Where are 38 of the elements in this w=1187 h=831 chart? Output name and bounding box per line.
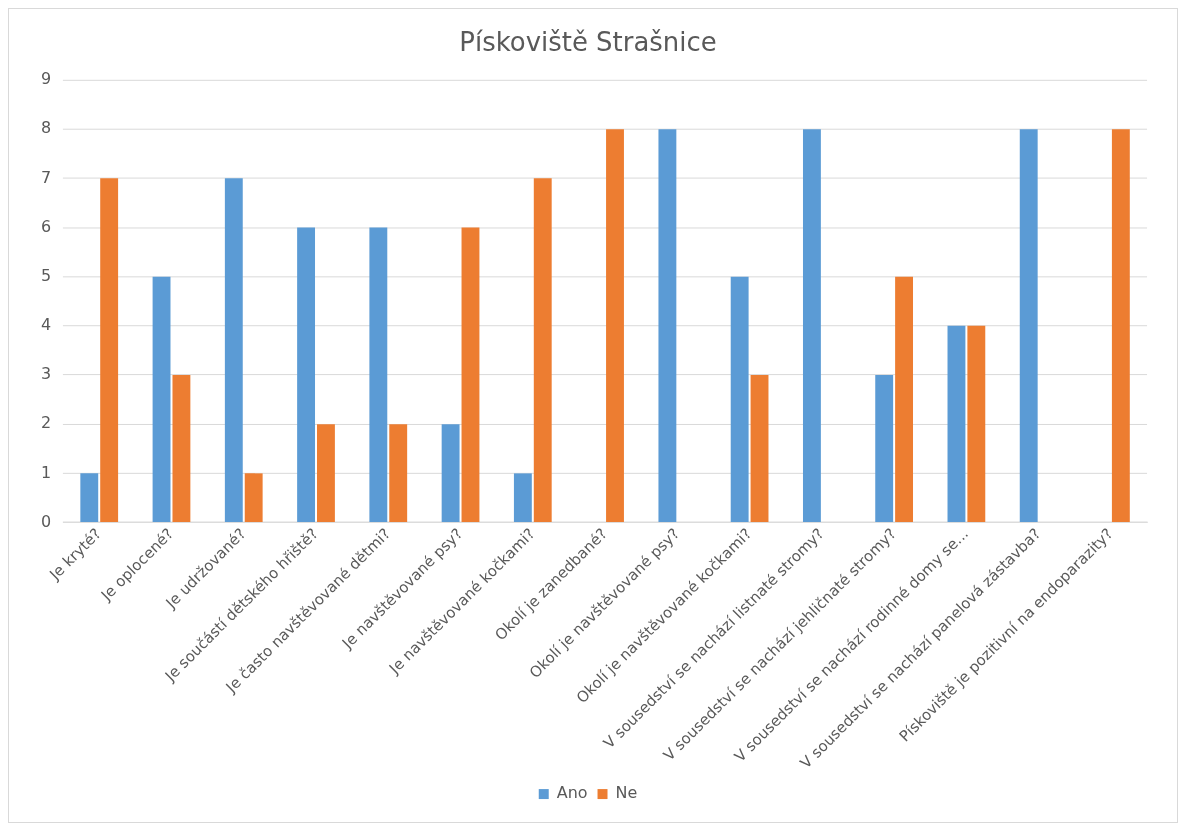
y-tick-label: 8	[40, 118, 52, 138]
y-tick-label: 9	[40, 69, 52, 89]
bar	[658, 129, 677, 523]
bar	[1111, 129, 1130, 523]
y-tick-label: 2	[40, 413, 52, 433]
bar	[750, 375, 769, 523]
bar	[606, 129, 624, 523]
y-tick-label: 1	[40, 462, 52, 482]
bar	[317, 424, 335, 523]
bar	[244, 473, 263, 523]
chart-title: Pískoviště Strašnice	[459, 27, 717, 58]
bar	[224, 178, 243, 523]
bar	[802, 129, 821, 523]
bar	[895, 276, 914, 523]
bar	[441, 424, 460, 523]
bar	[100, 178, 119, 523]
bar	[152, 276, 171, 523]
bar	[369, 227, 388, 523]
bar	[947, 325, 966, 523]
bar	[297, 227, 316, 523]
y-tick-label: 6	[40, 216, 52, 236]
bar	[1019, 129, 1038, 523]
y-tick-label: 5	[40, 265, 52, 285]
bar	[513, 473, 532, 523]
bar	[730, 276, 749, 523]
y-tick-label: 0	[40, 511, 52, 531]
y-tick-label: 3	[40, 364, 52, 384]
bar	[80, 473, 99, 523]
bar	[533, 178, 552, 523]
legend-label: Ano	[556, 783, 588, 803]
bar	[389, 424, 408, 523]
bar	[461, 227, 480, 523]
y-tick-label: 7	[40, 167, 52, 187]
y-tick-label: 4	[40, 315, 52, 335]
bar	[967, 325, 986, 523]
bar	[172, 375, 191, 523]
legend-label: Ne	[615, 783, 638, 803]
bar	[875, 375, 894, 523]
